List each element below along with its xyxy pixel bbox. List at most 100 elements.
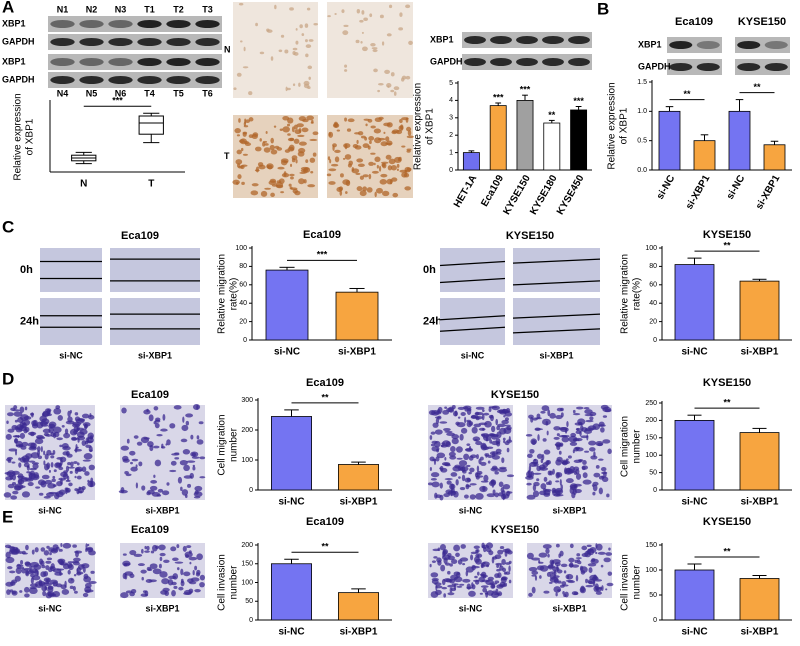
cell	[19, 406, 25, 413]
cell	[598, 487, 603, 495]
cell	[452, 465, 461, 472]
cell	[178, 586, 184, 591]
cell	[501, 558, 506, 565]
micrograph	[233, 2, 318, 98]
cell	[53, 431, 60, 438]
cell	[508, 579, 512, 584]
cell	[293, 138, 300, 144]
cell	[496, 584, 504, 589]
cell	[460, 412, 466, 417]
cell	[457, 406, 466, 410]
bar	[674, 419, 715, 491]
cell	[386, 140, 393, 146]
y-axis-label: Cell invasion	[217, 554, 228, 611]
cell	[406, 135, 414, 139]
cell	[553, 436, 560, 440]
image-title: KYSE150	[506, 230, 554, 242]
y-tick-label: 0.0	[637, 167, 647, 174]
cell	[595, 551, 598, 555]
cell	[339, 190, 343, 196]
cell	[289, 7, 294, 11]
cell	[430, 472, 440, 478]
cell	[270, 56, 274, 61]
cell	[28, 460, 36, 463]
cell	[5, 476, 13, 481]
bar	[543, 122, 561, 171]
x-tick-label: si-XBP1	[684, 173, 713, 212]
cell	[505, 562, 511, 565]
cell	[8, 448, 18, 452]
cell	[342, 179, 351, 185]
blot-band	[79, 58, 104, 66]
cell	[196, 569, 201, 575]
cell	[234, 128, 241, 134]
cell	[192, 464, 196, 467]
cell	[298, 141, 307, 146]
bar	[658, 110, 681, 171]
cell	[543, 449, 551, 455]
cell	[366, 187, 373, 193]
cell	[357, 131, 364, 136]
x-tick-label: si-NC	[725, 173, 748, 201]
lane-label: T6	[202, 88, 213, 98]
cell	[446, 480, 452, 485]
cell	[558, 427, 568, 431]
cell	[174, 457, 180, 460]
cell	[359, 190, 367, 197]
cell	[481, 579, 490, 583]
cell	[457, 416, 461, 419]
cell	[534, 428, 544, 431]
blot-band	[669, 41, 693, 49]
cell	[48, 491, 58, 495]
cell	[56, 457, 64, 460]
cell	[561, 581, 567, 586]
cell	[78, 486, 82, 491]
cell	[241, 181, 245, 186]
cell	[569, 562, 574, 568]
cell	[13, 411, 23, 417]
cell	[498, 467, 508, 473]
lane-label: N6	[115, 88, 127, 98]
cell	[332, 145, 335, 151]
x-tick-label: si-XBP1	[741, 347, 779, 358]
cell	[586, 544, 592, 548]
cell	[435, 456, 440, 462]
x-tick-label: si-NC	[278, 497, 304, 508]
cell	[174, 452, 180, 455]
cell	[288, 183, 292, 187]
cell	[167, 579, 174, 586]
cell	[22, 457, 30, 464]
chart-title: KYSE150	[703, 229, 751, 241]
cell	[449, 587, 453, 593]
cell	[593, 451, 596, 458]
cell	[85, 547, 88, 553]
cell	[48, 568, 53, 573]
cell	[88, 464, 95, 471]
cell	[238, 2, 244, 6]
cell	[447, 552, 452, 557]
blot-group-label: Eca109	[675, 16, 713, 28]
cell	[158, 563, 162, 569]
cell	[20, 560, 24, 565]
cell	[595, 591, 602, 595]
cell	[595, 440, 604, 447]
cell	[73, 590, 78, 594]
cell	[470, 554, 474, 561]
cell	[356, 186, 363, 192]
cell	[23, 462, 30, 468]
cell	[408, 40, 413, 45]
cell	[170, 460, 177, 466]
cell	[84, 423, 89, 429]
cell	[7, 546, 15, 549]
cell	[482, 434, 492, 442]
cell	[11, 590, 18, 596]
cell	[49, 552, 52, 556]
cell	[568, 435, 578, 443]
cell	[441, 442, 446, 445]
cell	[381, 163, 386, 168]
cell	[549, 559, 555, 565]
cell	[544, 488, 552, 492]
cell	[60, 543, 63, 547]
cell	[72, 544, 77, 548]
cell	[370, 152, 376, 155]
